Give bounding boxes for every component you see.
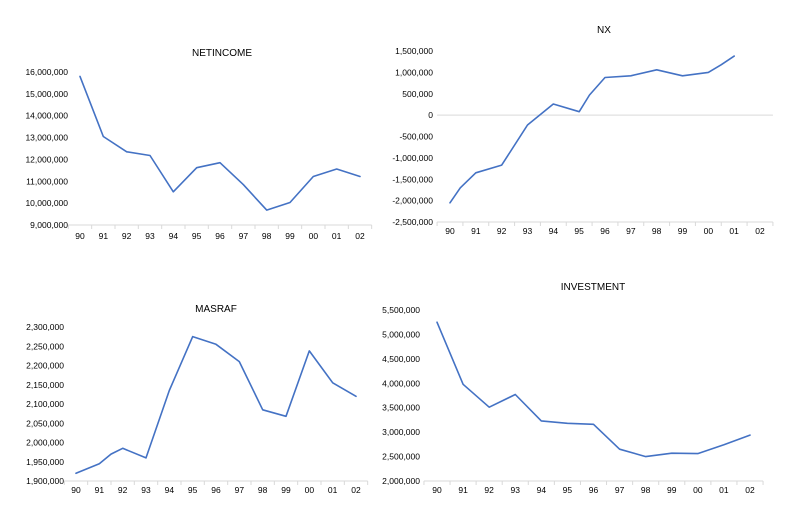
chart-2: NX -2,500,000 -2,000,000 -1,500,000 -1,000,0… (392, 25, 774, 236)
y-tick-label: 4,500,000 (382, 354, 420, 364)
x-tick-label: 94 (537, 485, 547, 495)
y-tick-label: -2,500,000 (392, 217, 433, 227)
x-tick-label: 93 (511, 485, 521, 495)
chart-title: INVESTMENT (561, 282, 625, 293)
x-tick-label: 95 (563, 485, 573, 495)
x-tick-label: 01 (328, 485, 338, 495)
y-tick-label: 12,000,000 (25, 154, 68, 164)
y-tick-label: 2,300,000 (26, 322, 64, 332)
x-tick-label: 97 (626, 226, 636, 236)
x-tick-label: 97 (239, 231, 249, 241)
x-tick-label: 98 (262, 231, 272, 241)
y-tick-label: 3,500,000 (382, 403, 420, 413)
y-tick-label: 2,000,000 (26, 438, 64, 448)
series-line (449, 55, 736, 204)
x-tick-label: 94 (549, 226, 559, 236)
x-tick-label: 96 (600, 226, 610, 236)
y-tick-label: -1,500,000 (392, 174, 433, 184)
y-tick-label: 10,000,000 (25, 198, 68, 208)
y-tick-label: 1,500,000 (395, 46, 433, 56)
x-tick-label: 97 (235, 485, 245, 495)
chart-title: NX (597, 25, 611, 36)
x-tick-label: 92 (122, 231, 132, 241)
series-line (79, 75, 361, 211)
x-tick-label: 94 (169, 231, 179, 241)
y-tick-label: 2,050,000 (26, 418, 64, 428)
x-tick-label: 01 (729, 226, 739, 236)
x-tick-label: 99 (285, 231, 295, 241)
y-tick-label: 4,000,000 (382, 378, 420, 388)
y-tick-label: 16,000,000 (25, 67, 68, 77)
y-tick-label: 2,500,000 (382, 452, 420, 462)
y-tick-label: 1,950,000 (26, 457, 64, 467)
x-tick-label: 00 (693, 485, 703, 495)
y-tick-label: 2,250,000 (26, 341, 64, 351)
x-tick-label: 98 (258, 485, 268, 495)
series-line (436, 321, 751, 458)
x-tick-label: 90 (445, 226, 455, 236)
y-tick-label: -500,000 (399, 132, 433, 142)
y-tick-label: 11,000,000 (26, 176, 68, 186)
series-line (75, 335, 357, 475)
x-tick-label: 90 (75, 231, 85, 241)
x-tick-label: 95 (192, 231, 202, 241)
x-tick-label: 91 (458, 485, 468, 495)
x-tick-label: 93 (141, 485, 151, 495)
chart-title: MASRAF (195, 304, 237, 315)
x-tick-label: 90 (71, 485, 81, 495)
y-tick-label: -2,000,000 (392, 196, 433, 206)
y-tick-label: 1,000,000 (395, 67, 433, 77)
x-tick-label: 96 (211, 485, 221, 495)
x-tick-label: 98 (641, 485, 651, 495)
x-tick-label: 92 (484, 485, 494, 495)
x-tick-label: 02 (355, 231, 365, 241)
x-tick-label: 90 (432, 485, 442, 495)
y-tick-label: -1,000,000 (392, 153, 433, 163)
x-tick-label: 91 (471, 226, 481, 236)
x-tick-label: 92 (497, 226, 507, 236)
x-tick-label: 99 (667, 485, 677, 495)
x-tick-label: 92 (118, 485, 128, 495)
y-tick-label: 2,000,000 (382, 476, 420, 486)
y-tick-label: 13,000,000 (25, 133, 68, 143)
y-tick-label: 2,200,000 (26, 361, 64, 371)
x-tick-label: 96 (215, 231, 225, 241)
x-tick-label: 94 (165, 485, 175, 495)
y-tick-label: 1,900,000 (26, 476, 64, 486)
x-tick-label: 93 (523, 226, 533, 236)
y-tick-label: 15,000,000 (25, 89, 68, 99)
y-tick-label: 14,000,000 (25, 111, 68, 121)
x-tick-label: 00 (305, 485, 315, 495)
x-tick-label: 91 (99, 231, 109, 241)
y-tick-label: 0 (428, 110, 433, 120)
x-tick-label: 01 (332, 231, 342, 241)
x-tick-label: 97 (615, 485, 625, 495)
x-tick-label: 99 (678, 226, 688, 236)
y-tick-label: 9,000,000 (30, 220, 68, 230)
x-tick-label: 02 (755, 226, 765, 236)
y-tick-label: 5,000,000 (382, 329, 420, 339)
y-tick-label: 3,000,000 (382, 427, 420, 437)
x-tick-label: 96 (589, 485, 599, 495)
x-tick-label: 95 (574, 226, 584, 236)
x-tick-label: 99 (281, 485, 291, 495)
y-tick-label: 2,100,000 (26, 399, 64, 409)
x-tick-label: 02 (351, 485, 361, 495)
x-tick-label: 02 (745, 485, 755, 495)
x-tick-label: 00 (309, 231, 319, 241)
x-tick-label: 01 (719, 485, 729, 495)
y-tick-label: 500,000 (402, 89, 433, 99)
x-tick-label: 00 (704, 226, 714, 236)
x-tick-label: 98 (652, 226, 662, 236)
chart-1: NETINCOME 9,000,000 10,000,000 11,000,000 12… (25, 48, 373, 241)
x-tick-label: 93 (145, 231, 155, 241)
x-tick-label: 95 (188, 485, 198, 495)
y-tick-label: 5,500,000 (382, 305, 420, 315)
chart-3: MASRAF 1,900,000 1,950,000 2,000,000 2,050,0… (26, 304, 369, 495)
x-tick-label: 91 (95, 485, 105, 495)
chart-title: NETINCOME (192, 48, 252, 59)
y-tick-label: 2,150,000 (26, 380, 64, 390)
chart-4: INVESTMENT 2,000,000 2,500,000 3,000,000 3,5… (382, 282, 764, 495)
